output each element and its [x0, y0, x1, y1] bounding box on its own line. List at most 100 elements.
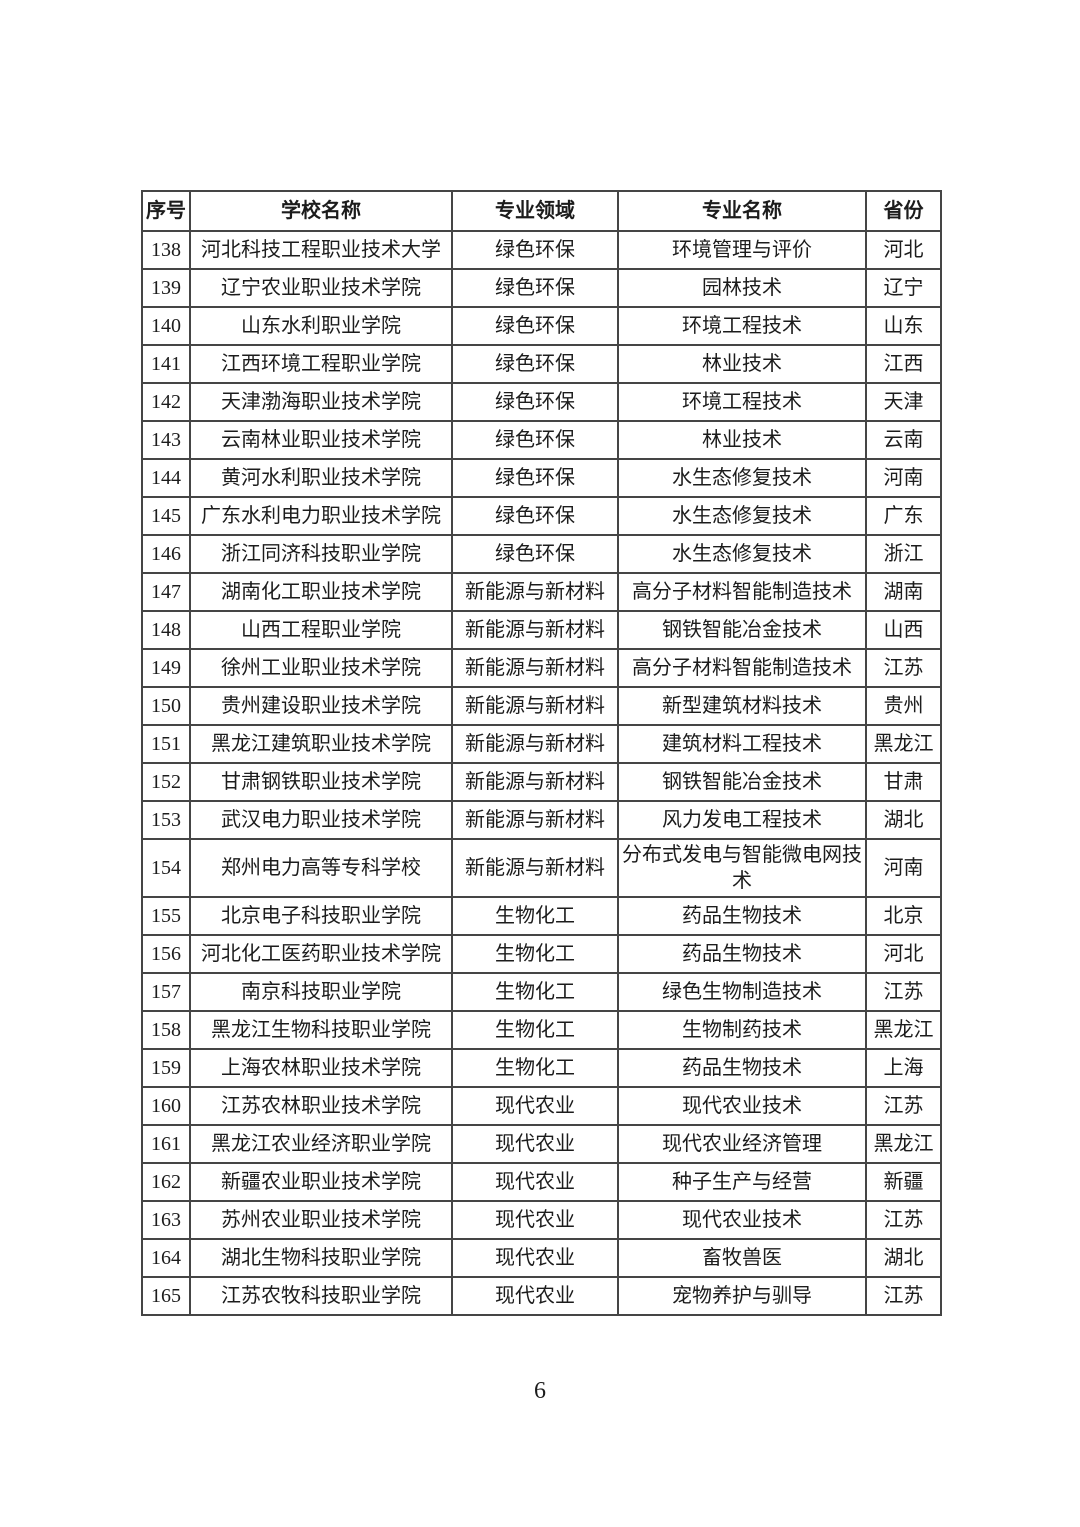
table-row: 145 广东水利电力职业技术学院 绿色环保 水生态修复技术 广东: [141, 496, 942, 536]
cell-school-name: 南京科技职业学院: [189, 972, 453, 1012]
cell-major-name: 水生态修复技术: [617, 496, 867, 536]
cell-province: 广东: [865, 496, 942, 536]
cell-serial-number: 144: [141, 458, 191, 498]
cell-major-name: 现代农业技术: [617, 1200, 867, 1240]
cell-school-name: 河北化工医药职业技术学院: [189, 934, 453, 974]
cell-province: 江苏: [865, 1086, 942, 1126]
cell-serial-number: 153: [141, 800, 191, 840]
cell-province: 江西: [865, 344, 942, 384]
table-row: 151 黑龙江建筑职业技术学院 新能源与新材料 建筑材料工程技术 黑龙江: [141, 724, 942, 764]
cell-school-name: 黑龙江生物科技职业学院: [189, 1010, 453, 1050]
table-row: 139 辽宁农业职业技术学院 绿色环保 园林技术 辽宁: [141, 268, 942, 308]
cell-major-field: 新能源与新材料: [451, 800, 619, 840]
cell-province: 河南: [865, 838, 942, 898]
cell-school-name: 徐州工业职业技术学院: [189, 648, 453, 688]
cell-serial-number: 155: [141, 896, 191, 936]
table-row: 156 河北化工医药职业技术学院 生物化工 药品生物技术 河北: [141, 934, 942, 974]
table-row: 146 浙江同济科技职业学院 绿色环保 水生态修复技术 浙江: [141, 534, 942, 574]
cell-school-name: 上海农林职业技术学院: [189, 1048, 453, 1088]
school-major-table: 序号 学校名称 专业领域 专业名称 省份 138 河北科技工程职业技术大学 绿色环保…: [141, 190, 942, 1316]
table-row: 144 黄河水利职业技术学院 绿色环保 水生态修复技术 河南: [141, 458, 942, 498]
cell-serial-number: 138: [141, 230, 191, 270]
cell-school-name: 山东水利职业学院: [189, 306, 453, 346]
table-row: 160 江苏农林职业技术学院 现代农业 现代农业技术 江苏: [141, 1086, 942, 1126]
cell-major-field: 新能源与新材料: [451, 572, 619, 612]
cell-major-name: 钢铁智能冶金技术: [617, 610, 867, 650]
header-province: 省份: [865, 190, 942, 232]
cell-serial-number: 157: [141, 972, 191, 1012]
cell-serial-number: 142: [141, 382, 191, 422]
cell-serial-number: 150: [141, 686, 191, 726]
cell-province: 新疆: [865, 1162, 942, 1202]
cell-major-name: 高分子材料智能制造技术: [617, 648, 867, 688]
cell-major-name: 环境工程技术: [617, 382, 867, 422]
table-row: 150 贵州建设职业技术学院 新能源与新材料 新型建筑材料技术 贵州: [141, 686, 942, 726]
table-row: 142 天津渤海职业技术学院 绿色环保 环境工程技术 天津: [141, 382, 942, 422]
cell-province: 黑龙江: [865, 1010, 942, 1050]
header-serial-number: 序号: [141, 190, 191, 232]
cell-major-field: 新能源与新材料: [451, 610, 619, 650]
cell-major-name: 钢铁智能冶金技术: [617, 762, 867, 802]
cell-serial-number: 156: [141, 934, 191, 974]
header-major-name: 专业名称: [617, 190, 867, 232]
cell-province: 湖北: [865, 1238, 942, 1278]
cell-school-name: 湖北生物科技职业学院: [189, 1238, 453, 1278]
cell-province: 山东: [865, 306, 942, 346]
cell-serial-number: 149: [141, 648, 191, 688]
cell-province: 黑龙江: [865, 724, 942, 764]
cell-major-name: 药品生物技术: [617, 934, 867, 974]
cell-major-field: 绿色环保: [451, 420, 619, 460]
cell-major-name: 现代农业技术: [617, 1086, 867, 1126]
cell-province: 山西: [865, 610, 942, 650]
cell-major-field: 现代农业: [451, 1124, 619, 1164]
cell-province: 湖南: [865, 572, 942, 612]
cell-province: 浙江: [865, 534, 942, 574]
cell-major-field: 现代农业: [451, 1276, 619, 1316]
cell-province: 江苏: [865, 972, 942, 1012]
cell-school-name: 山西工程职业学院: [189, 610, 453, 650]
cell-major-field: 绿色环保: [451, 230, 619, 270]
cell-school-name: 广东水利电力职业技术学院: [189, 496, 453, 536]
cell-serial-number: 160: [141, 1086, 191, 1126]
cell-school-name: 武汉电力职业技术学院: [189, 800, 453, 840]
cell-major-name: 高分子材料智能制造技术: [617, 572, 867, 612]
cell-major-field: 绿色环保: [451, 496, 619, 536]
cell-school-name: 北京电子科技职业学院: [189, 896, 453, 936]
table-row: 158 黑龙江生物科技职业学院 生物化工 生物制药技术 黑龙江: [141, 1010, 942, 1050]
table-row: 140 山东水利职业学院 绿色环保 环境工程技术 山东: [141, 306, 942, 346]
cell-school-name: 河北科技工程职业技术大学: [189, 230, 453, 270]
cell-major-field: 生物化工: [451, 1048, 619, 1088]
cell-major-name: 林业技术: [617, 344, 867, 384]
cell-serial-number: 145: [141, 496, 191, 536]
cell-province: 江苏: [865, 1276, 942, 1316]
table-row: 159 上海农林职业技术学院 生物化工 药品生物技术 上海: [141, 1048, 942, 1088]
cell-serial-number: 162: [141, 1162, 191, 1202]
cell-major-name: 药品生物技术: [617, 896, 867, 936]
table-row: 161 黑龙江农业经济职业学院 现代农业 现代农业经济管理 黑龙江: [141, 1124, 942, 1164]
cell-major-field: 现代农业: [451, 1238, 619, 1278]
cell-province: 辽宁: [865, 268, 942, 308]
cell-major-field: 现代农业: [451, 1162, 619, 1202]
table-row: 154 郑州电力高等专科学校 新能源与新材料 分布式发电与智能微电网技术 河南: [141, 838, 942, 898]
cell-province: 云南: [865, 420, 942, 460]
cell-major-name: 环境管理与评价: [617, 230, 867, 270]
cell-major-field: 绿色环保: [451, 306, 619, 346]
cell-major-name: 新型建筑材料技术: [617, 686, 867, 726]
cell-major-name: 宠物养护与驯导: [617, 1276, 867, 1316]
cell-province: 甘肃: [865, 762, 942, 802]
cell-major-name: 分布式发电与智能微电网技术: [617, 838, 867, 898]
table-row: 165 江苏农牧科技职业学院 现代农业 宠物养护与驯导 江苏: [141, 1276, 942, 1316]
cell-major-name: 种子生产与经营: [617, 1162, 867, 1202]
cell-major-field: 新能源与新材料: [451, 762, 619, 802]
cell-major-field: 生物化工: [451, 896, 619, 936]
cell-major-name: 现代农业经济管理: [617, 1124, 867, 1164]
cell-major-field: 生物化工: [451, 934, 619, 974]
cell-school-name: 辽宁农业职业技术学院: [189, 268, 453, 308]
cell-major-field: 生物化工: [451, 1010, 619, 1050]
cell-major-name: 建筑材料工程技术: [617, 724, 867, 764]
cell-major-field: 新能源与新材料: [451, 838, 619, 898]
cell-province: 河北: [865, 230, 942, 270]
cell-serial-number: 152: [141, 762, 191, 802]
table-row: 148 山西工程职业学院 新能源与新材料 钢铁智能冶金技术 山西: [141, 610, 942, 650]
cell-serial-number: 163: [141, 1200, 191, 1240]
